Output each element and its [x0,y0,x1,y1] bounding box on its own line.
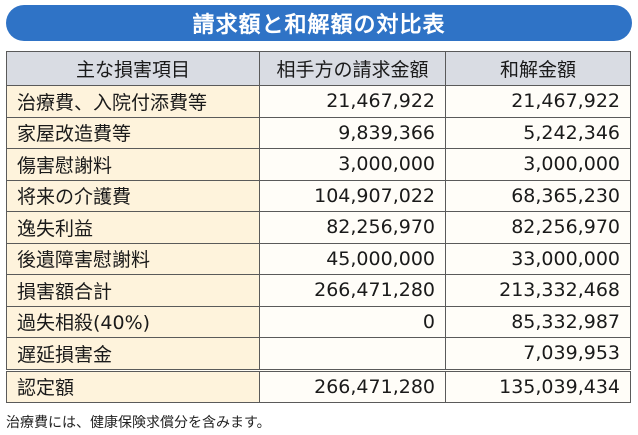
column-header-settlement: 和解金額 [445,51,631,86]
settlement-cell: 82,256,970 [445,211,631,244]
claim-cell: 104,907,022 [259,179,446,212]
item-cell: 逸失利益 [6,211,260,244]
item-cell: 家屋改造費等 [6,116,260,149]
item-cell: 損害額合計 [6,274,260,307]
settlement-cell: 3,000,000 [445,148,631,181]
claim-cell: 9,839,366 [259,116,446,149]
table-row: 逸失利益 82,256,970 82,256,970 [6,211,631,244]
item-cell: 後遺障害慰謝料 [6,242,260,275]
title-banner: 請求額と和解額の対比表 [6,5,632,41]
item-cell: 遅延損害金 [6,337,260,371]
settlement-cell: 213,332,468 [445,274,631,307]
settlement-cell: 5,242,346 [445,116,631,149]
table-row: 過失相殺(40%) 0 85,332,987 [6,305,631,338]
item-cell: 過失相殺(40%) [6,305,260,338]
settlement-cell: 85,332,987 [445,305,631,338]
claim-cell: 266,471,280 [259,368,446,403]
item-cell: 認定額 [6,368,260,403]
settlement-cell: 135,039,434 [445,368,631,403]
claim-cell: 3,000,000 [259,148,446,181]
item-cell: 傷害慰謝料 [6,148,260,181]
settlement-cell: 33,000,000 [445,242,631,275]
table-row: 遅延損害金 7,039,953 [6,337,631,371]
table-row: 後遺障害慰謝料 45,000,000 33,000,000 [6,242,631,275]
settlement-cell: 7,039,953 [445,337,631,371]
table-row: 傷害慰謝料 3,000,000 3,000,000 [6,148,631,181]
table-row: 治療費、入院付添費等 21,467,922 21,467,922 [6,85,631,118]
column-header-item: 主な損害項目 [6,51,260,86]
claim-cell: 21,467,922 [259,85,446,118]
comparison-table: 主な損害項目 相手方の請求金額 和解金額 治療費、入院付添費等 21,467,9… [6,51,631,403]
claim-cell: 0 [259,305,446,338]
table-row: 将来の介護費 104,907,022 68,365,230 [6,179,631,212]
item-cell: 将来の介護費 [6,179,260,212]
footnote: 治療費には、健康保険求償分を含みます。 [6,415,271,431]
total-row: 認定額 266,471,280 135,039,434 [6,368,631,403]
claim-cell: 266,471,280 [259,274,446,307]
column-header-claim: 相手方の請求金額 [259,51,446,86]
table-row: 家屋改造費等 9,839,366 5,242,346 [6,116,631,149]
claim-cell: 45,000,000 [259,242,446,275]
claim-cell: 82,256,970 [259,211,446,244]
item-cell: 治療費、入院付添費等 [6,85,260,118]
header-row: 主な損害項目 相手方の請求金額 和解金額 [6,51,631,86]
table-row: 損害額合計 266,471,280 213,332,468 [6,274,631,307]
claim-cell [259,337,446,371]
settlement-cell: 21,467,922 [445,85,631,118]
settlement-cell: 68,365,230 [445,179,631,212]
page-title: 請求額と和解額の対比表 [192,13,446,38]
